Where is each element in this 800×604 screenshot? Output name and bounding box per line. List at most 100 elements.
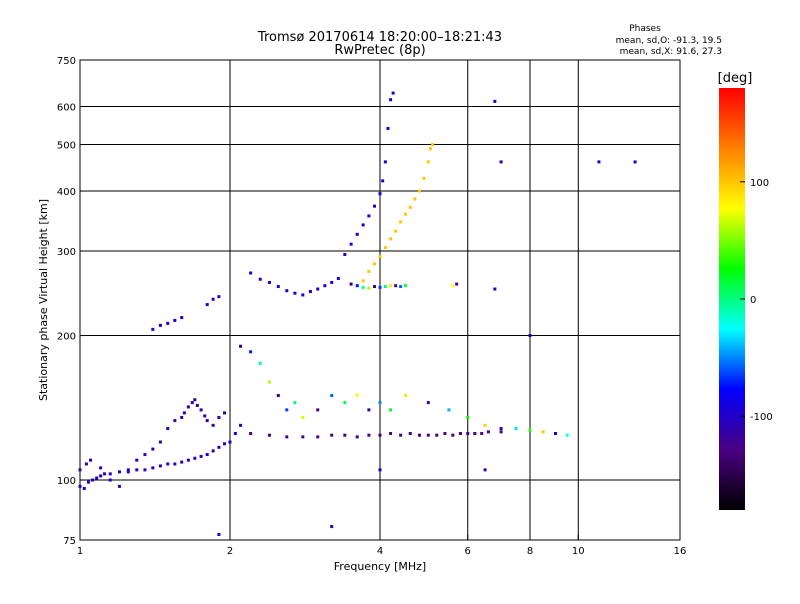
data-point bbox=[190, 401, 194, 405]
data-point bbox=[435, 433, 439, 437]
data-point bbox=[217, 295, 221, 299]
data-point bbox=[541, 430, 545, 434]
data-point bbox=[82, 487, 86, 491]
x-tick-label: 1 bbox=[77, 546, 83, 557]
data-point bbox=[499, 160, 503, 164]
data-point bbox=[408, 432, 412, 436]
data-point bbox=[258, 277, 262, 281]
data-point bbox=[285, 289, 289, 293]
data-point bbox=[211, 297, 215, 301]
data-point bbox=[217, 445, 221, 449]
data-point bbox=[316, 435, 320, 439]
data-point bbox=[389, 408, 393, 412]
data-point bbox=[166, 321, 170, 325]
y-tick-label: 75 bbox=[63, 536, 76, 547]
data-point bbox=[239, 344, 243, 348]
data-point bbox=[117, 484, 121, 488]
data-point bbox=[249, 350, 253, 354]
data-point bbox=[458, 432, 462, 436]
data-point bbox=[417, 433, 421, 437]
data-point bbox=[349, 242, 353, 246]
data-point bbox=[316, 408, 320, 412]
data-point bbox=[355, 284, 359, 288]
data-point bbox=[455, 282, 459, 286]
y-tick-label: 600 bbox=[57, 103, 76, 114]
data-point bbox=[403, 394, 407, 398]
data-point bbox=[466, 415, 470, 419]
data-point bbox=[399, 285, 403, 289]
data-point bbox=[89, 458, 93, 462]
data-point bbox=[378, 192, 382, 196]
data-point bbox=[293, 291, 297, 295]
data-point bbox=[447, 408, 451, 412]
y-tick-label: 500 bbox=[57, 141, 76, 152]
data-point bbox=[158, 323, 162, 327]
data-point bbox=[135, 468, 139, 472]
data-point bbox=[451, 284, 455, 288]
data-point bbox=[158, 440, 162, 444]
data-point bbox=[426, 401, 430, 405]
y-tick-label: 200 bbox=[57, 332, 76, 343]
data-point bbox=[285, 435, 289, 439]
data-point bbox=[186, 405, 190, 409]
data-point bbox=[205, 453, 209, 457]
data-point bbox=[493, 99, 497, 103]
colorbar-tick-label: 0 bbox=[750, 295, 756, 306]
data-point bbox=[343, 401, 347, 405]
x-tick-label: 2 bbox=[227, 546, 233, 557]
data-point bbox=[383, 285, 387, 289]
colorbar-tick-label: 100 bbox=[750, 178, 769, 189]
data-point bbox=[267, 433, 271, 437]
data-point bbox=[367, 408, 371, 412]
data-point bbox=[597, 160, 601, 164]
data-point bbox=[422, 176, 426, 180]
data-point bbox=[316, 287, 320, 291]
y-tick-label: 300 bbox=[57, 247, 76, 258]
data-point bbox=[343, 253, 347, 257]
data-point bbox=[151, 466, 155, 470]
data-point bbox=[151, 447, 155, 451]
chart-title: Tromsø 20170614 18:20:00–18:21:43 bbox=[257, 30, 502, 45]
data-point bbox=[330, 280, 334, 284]
data-point bbox=[166, 462, 170, 466]
data-point bbox=[91, 478, 95, 482]
data-point bbox=[99, 466, 103, 470]
data-point bbox=[285, 408, 289, 412]
data-point bbox=[301, 293, 305, 297]
data-point bbox=[399, 220, 403, 224]
phases-line-o: mean, sd,O: -91.3, 19.5 bbox=[616, 36, 722, 46]
data-point bbox=[483, 468, 487, 472]
data-point bbox=[565, 433, 569, 437]
data-point bbox=[399, 433, 403, 437]
data-point bbox=[258, 361, 262, 365]
data-point bbox=[323, 284, 327, 288]
data-point bbox=[403, 212, 407, 216]
data-point bbox=[330, 394, 334, 398]
data-point bbox=[426, 433, 430, 437]
data-point bbox=[499, 430, 503, 434]
data-point bbox=[486, 430, 490, 434]
data-point bbox=[480, 432, 484, 436]
x-tick-label: 16 bbox=[674, 546, 687, 557]
data-point bbox=[203, 414, 207, 418]
data-point bbox=[493, 287, 497, 291]
data-point bbox=[233, 432, 237, 436]
data-point bbox=[151, 327, 155, 331]
data-point bbox=[473, 432, 477, 436]
data-point bbox=[361, 223, 365, 227]
y-axis-label: Stationary phase Virtual Height [km] bbox=[37, 199, 50, 401]
data-point bbox=[355, 232, 359, 236]
data-point bbox=[483, 423, 487, 427]
data-point bbox=[195, 403, 199, 407]
data-point bbox=[383, 246, 387, 250]
data-point bbox=[373, 204, 377, 208]
x-axis-ticks: 1 2 4 6 8 10 16 bbox=[77, 535, 687, 557]
data-point bbox=[217, 415, 221, 419]
data-point bbox=[330, 525, 334, 529]
data-point bbox=[211, 423, 215, 427]
data-point bbox=[553, 432, 557, 436]
colorbar-tick-label: -100 bbox=[750, 412, 773, 423]
data-point bbox=[180, 316, 184, 320]
data-point bbox=[428, 147, 432, 151]
